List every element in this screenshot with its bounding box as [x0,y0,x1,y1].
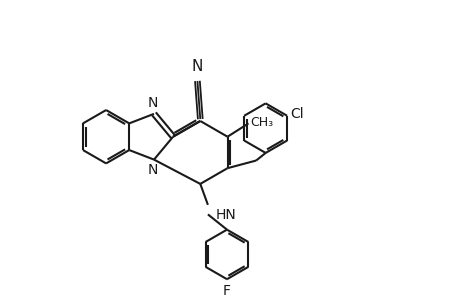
Text: N: N [191,59,203,74]
Text: Cl: Cl [289,107,303,121]
Text: F: F [223,284,230,298]
Text: HN: HN [215,208,236,222]
Text: N: N [147,164,158,177]
Text: N: N [147,96,158,110]
Text: CH₃: CH₃ [250,116,273,129]
